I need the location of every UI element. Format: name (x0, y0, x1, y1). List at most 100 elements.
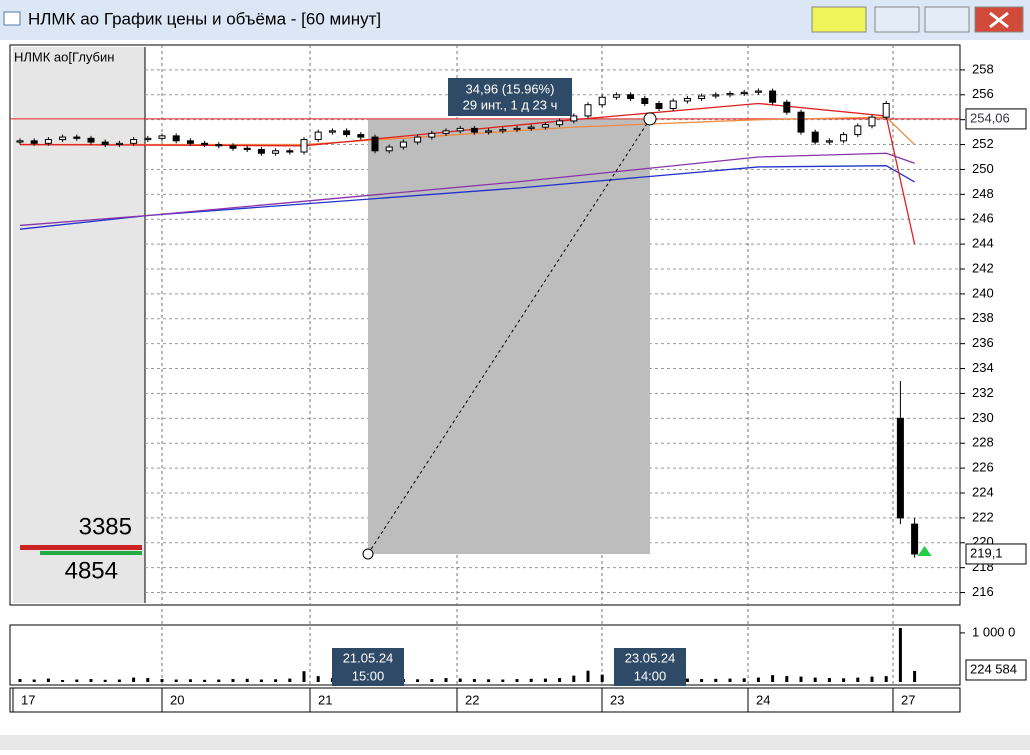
maximize-button[interactable] (924, 6, 970, 33)
y-tick-label: 216 (972, 584, 994, 599)
measure-text: 29 инт., 1 д 23 ч (463, 97, 558, 112)
candle-body (584, 104, 592, 117)
scrollbar[interactable] (0, 735, 1030, 750)
candle-body (87, 137, 95, 143)
moving-average (19, 152, 915, 227)
candle-body (854, 125, 862, 136)
volume-bar (302, 671, 306, 682)
candle-body (499, 129, 507, 132)
candle-body (556, 120, 564, 126)
last-label: 219,1 (970, 545, 1003, 560)
candle-body (115, 142, 123, 146)
moving-average (19, 102, 916, 245)
volume-bar (558, 678, 562, 682)
volume-bar (75, 679, 79, 682)
volume-bar (742, 678, 746, 682)
candle-body (598, 96, 606, 106)
candle-body (44, 139, 52, 144)
candle-body (428, 132, 436, 138)
candle-body (527, 126, 535, 129)
candle-body (783, 101, 791, 113)
measure-end (643, 112, 657, 126)
volume-last-label: 224 584 (970, 661, 1017, 676)
candle-body (456, 127, 464, 132)
date-label: 22 (465, 692, 479, 707)
candle-body (343, 130, 351, 136)
volume-bar (458, 678, 462, 682)
volume-bar (827, 678, 831, 682)
candle-body (669, 100, 677, 109)
volume-bar (89, 679, 93, 682)
y-tick-label: 226 (972, 460, 994, 475)
candle-body (59, 136, 67, 141)
candle-body (627, 94, 635, 100)
candle-body (101, 141, 109, 146)
candle-body (683, 98, 691, 102)
volume-bar (416, 679, 420, 682)
volume-bar (714, 678, 718, 682)
candle-body (243, 147, 251, 151)
volume-bar (472, 679, 476, 682)
time-tooltip-hour: 15:00 (352, 668, 385, 683)
y-tick-label: 256 (972, 86, 994, 101)
y-tick-label: 258 (972, 61, 994, 76)
window-title: НЛМК ао График цены и объёма - [60 минут… (28, 9, 381, 28)
measure-start (362, 548, 374, 560)
date-label: 21 (318, 692, 332, 707)
volume-bar (103, 679, 107, 682)
level-label-box (965, 108, 1027, 130)
measure-tooltip (448, 78, 572, 116)
volume-bar (46, 678, 50, 682)
volume-bar (813, 677, 817, 682)
volume-bar (728, 678, 732, 682)
volume-bar (884, 676, 888, 682)
candle-body (740, 91, 748, 95)
depth-area (13, 47, 145, 603)
volume-bar (245, 678, 249, 682)
y-tick-label: 228 (972, 435, 994, 450)
time-tooltip-date: 21.05.24 (343, 650, 394, 665)
volume-bar (799, 676, 803, 682)
candle-body (712, 94, 720, 97)
y-tick-label: 232 (972, 385, 994, 400)
y-tick-label: 224 (972, 484, 994, 499)
volume-bar (529, 678, 533, 682)
volume-bar (771, 675, 775, 682)
depth-bar-red (20, 545, 142, 550)
volume-bar (444, 678, 448, 682)
volume-bar (117, 679, 121, 682)
candle-body (272, 150, 280, 154)
candle-body (840, 134, 848, 142)
candle-body (882, 102, 890, 118)
time-tooltip-hour: 14:00 (634, 668, 667, 683)
y-tick-label: 236 (972, 335, 994, 350)
minimize-button[interactable] (874, 6, 920, 33)
instrument-label: НЛМК ао[Глубин (14, 49, 114, 64)
volume-bar (160, 679, 164, 682)
volume-bar (316, 676, 320, 682)
volume-bar (842, 678, 846, 682)
candle-body (300, 139, 308, 153)
candle-body (30, 140, 38, 144)
level-label: 254,06 (970, 110, 1010, 125)
app-icon (3, 11, 21, 26)
volume-bar (32, 679, 36, 682)
candle-body (257, 149, 265, 154)
candle-body (470, 127, 478, 133)
date-label: 17 (21, 692, 35, 707)
time-tooltip-date: 23.05.24 (625, 650, 676, 665)
link-button[interactable] (811, 6, 867, 33)
volume-bar (913, 670, 917, 682)
depth-bottom: 4854 (65, 557, 118, 584)
candle-body (357, 134, 365, 138)
y-tick-label: 230 (972, 410, 994, 425)
volume-bar (572, 675, 576, 682)
volume-bar (18, 679, 22, 682)
candle-body (442, 130, 450, 134)
volume-bar (700, 679, 704, 682)
volume-bar (898, 628, 902, 682)
candle-body (911, 523, 919, 555)
candle-body (726, 93, 734, 96)
volume-bar (586, 670, 590, 682)
